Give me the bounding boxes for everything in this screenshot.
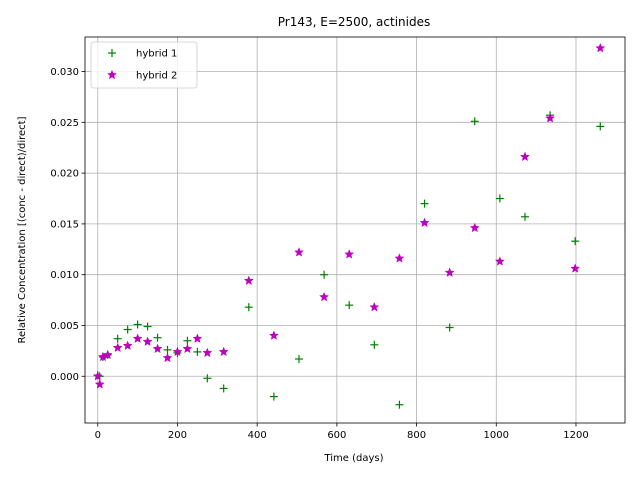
y-axis-label: Relative Concentration [(conc - direct)/…	[17, 116, 28, 343]
data-points	[92, 42, 606, 409]
plus-marker	[163, 345, 172, 354]
plus-marker	[153, 333, 162, 342]
star-marker	[444, 267, 455, 277]
star-marker	[595, 42, 606, 53]
plus-marker	[495, 194, 504, 203]
star-marker	[112, 342, 123, 353]
star-marker	[394, 253, 405, 263]
plus-marker	[370, 340, 379, 349]
y-tick-label: 0.030	[50, 67, 79, 78]
plus-marker	[470, 117, 479, 126]
plus-marker	[345, 301, 354, 310]
star-marker	[494, 256, 505, 266]
star-marker	[419, 217, 430, 228]
y-tick-label: 0.010	[50, 270, 79, 281]
legend-label: hybrid 1	[136, 49, 177, 60]
plus-marker	[244, 303, 253, 312]
x-tick-label: 1200	[563, 430, 588, 441]
star-marker	[122, 340, 133, 351]
star-marker	[182, 343, 193, 354]
y-tick-label: 0.015	[50, 219, 79, 230]
plus-marker	[219, 384, 228, 393]
plus-marker	[395, 400, 404, 409]
legend: hybrid 1 hybrid 2	[90, 41, 198, 89]
star-marker	[162, 352, 173, 363]
y-axis-ticks: 0.000 0.005 0.010 0.015 0.020 0.025 0.030	[50, 67, 85, 383]
plus-marker	[183, 336, 192, 345]
plus-marker	[596, 122, 605, 131]
star-marker	[142, 336, 153, 347]
star-marker	[152, 343, 163, 354]
x-tick-label: 200	[168, 430, 187, 441]
y-tick-label: 0.025	[50, 118, 79, 129]
star-marker	[192, 333, 203, 343]
y-tick-label: 0.020	[50, 169, 79, 180]
plus-marker	[269, 392, 278, 401]
star-marker	[243, 275, 254, 286]
star-marker	[218, 346, 229, 357]
plus-marker	[520, 212, 529, 221]
y-tick-label: 0.000	[50, 372, 79, 383]
plus-marker	[571, 237, 580, 246]
chart-title: Pr143, E=2500, actinides	[278, 15, 430, 29]
legend-label: hybrid 2	[136, 71, 177, 82]
x-tick-label: 800	[407, 430, 426, 441]
star-marker	[94, 379, 105, 389]
plus-marker	[143, 322, 152, 331]
plot-frame	[84, 36, 626, 424]
star-marker	[172, 346, 183, 357]
star-marker	[369, 301, 380, 312]
x-tick-label: 600	[327, 430, 346, 441]
star-marker	[202, 347, 213, 358]
plus-marker	[193, 347, 202, 356]
plus-marker	[445, 323, 454, 332]
plus-marker	[203, 374, 212, 383]
star-marker	[570, 263, 581, 273]
plus-marker	[320, 270, 329, 279]
legend-marker	[108, 49, 116, 57]
plus-marker	[295, 355, 304, 364]
star-marker	[268, 330, 279, 340]
star-marker	[344, 249, 355, 259]
x-tick-label: 1000	[484, 430, 509, 441]
legend-marker	[106, 69, 118, 80]
series-hybrid-2	[92, 42, 606, 389]
plus-marker	[113, 334, 122, 343]
plus-marker	[133, 320, 142, 329]
grid	[85, 37, 625, 423]
star-marker	[132, 333, 143, 343]
y-tick-label: 0.005	[50, 321, 79, 332]
x-axis-ticks: 0 200 400 600 800 1000 1200	[95, 423, 589, 441]
x-tick-label: 0	[95, 430, 101, 441]
star-marker	[293, 247, 305, 257]
star-marker	[92, 370, 103, 381]
star-marker	[519, 151, 531, 162]
star-marker	[469, 222, 480, 233]
plus-marker	[420, 199, 429, 208]
x-tick-label: 400	[248, 430, 267, 441]
legend-box	[90, 41, 198, 89]
plus-marker	[123, 325, 132, 334]
x-axis-label: Time (days)	[323, 453, 383, 464]
star-marker	[319, 291, 330, 302]
star-marker	[102, 349, 113, 360]
star-marker	[545, 112, 556, 123]
